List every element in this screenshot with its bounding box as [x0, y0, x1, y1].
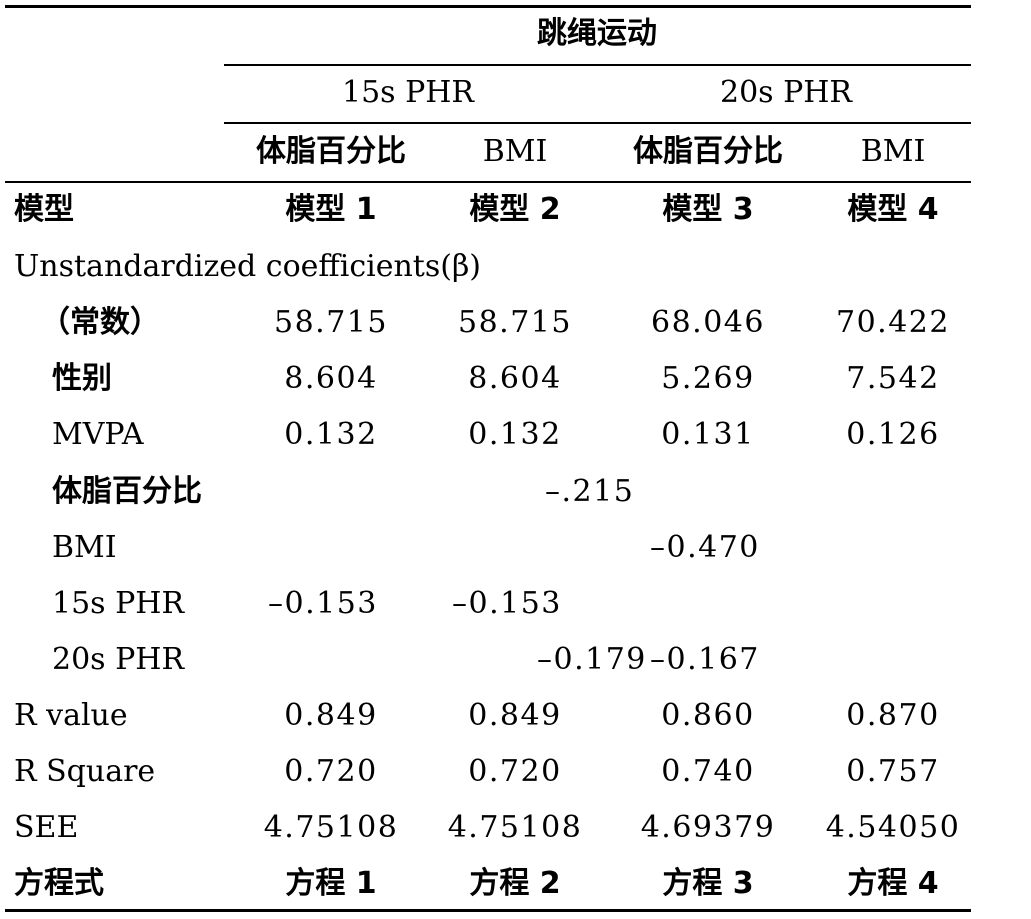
- row-label: 15s PHR: [52, 586, 185, 621]
- subgroup-20s-phr: 20s PHR: [719, 75, 853, 110]
- table-cell: 方程 1: [285, 866, 377, 901]
- table-cell: 4.75108: [447, 810, 583, 845]
- table-cell: 58.715: [458, 305, 572, 340]
- row-label: MVPA: [52, 417, 144, 452]
- subgroup-15s-phr: 15s PHR: [341, 75, 475, 110]
- row-label: 20s PHR: [52, 642, 185, 677]
- table-cell: 0.132: [284, 417, 378, 452]
- table-cell: 7.542: [846, 361, 940, 396]
- table-cell: 模型 1: [285, 192, 377, 227]
- group-rule: [224, 64, 971, 66]
- table-cell: 方程 3: [662, 866, 754, 901]
- table-cell: 0.720: [468, 754, 562, 789]
- column-header: 体脂百分比: [256, 134, 406, 169]
- table-cell: 方程 4: [847, 866, 939, 901]
- row-label: 模型: [14, 192, 74, 227]
- table-cell: 模型 4: [847, 192, 939, 227]
- table-cell: 68.046: [651, 305, 765, 340]
- table-cell: 0.132: [468, 417, 562, 452]
- row-label: SEE: [14, 810, 79, 845]
- group-title: 跳绳运动: [537, 16, 657, 51]
- header-bottom-rule: [5, 181, 971, 183]
- top-rule: [5, 5, 971, 8]
- table-cell: 模型 2: [469, 192, 561, 227]
- table-cell: 模型 3: [662, 192, 754, 227]
- table-cell: 0.131: [661, 417, 755, 452]
- bottom-rule: [5, 909, 971, 912]
- table-cell: 0.849: [284, 698, 378, 733]
- table-cell: 4.54050: [825, 810, 961, 845]
- row-label: （常数）: [40, 305, 160, 340]
- table-cell: 5.269: [661, 361, 755, 396]
- table-cell: 4.75108: [263, 810, 399, 845]
- table-cell: 0.860: [661, 698, 755, 733]
- table-cell: –0.179: [537, 642, 647, 677]
- table-cell: 方程 2: [469, 866, 561, 901]
- row-label: Unstandardized coefficients(β): [14, 249, 481, 284]
- row-label: R value: [14, 698, 128, 733]
- table-cell: 0.740: [661, 754, 755, 789]
- table-cell: 4.69379: [640, 810, 776, 845]
- row-label: 体脂百分比: [52, 474, 202, 509]
- table-cell: –0.470: [650, 530, 760, 565]
- table-cell: 8.604: [284, 361, 378, 396]
- table-cell: –0.153: [268, 586, 378, 621]
- table-cell: 0.757: [846, 754, 940, 789]
- table-cell: 0.849: [468, 698, 562, 733]
- row-label: R Square: [14, 754, 156, 789]
- table-cell: 0.720: [284, 754, 378, 789]
- table-cell: 58.715: [274, 305, 388, 340]
- row-label: 方程式: [14, 866, 104, 901]
- subgroup-rule: [224, 122, 971, 124]
- column-header: 体脂百分比: [633, 134, 783, 169]
- table-cell: 8.604: [468, 361, 562, 396]
- row-label: BMI: [52, 530, 117, 565]
- table-cell: 70.422: [836, 305, 950, 340]
- table-cell: 0.870: [846, 698, 940, 733]
- column-header: BMI: [860, 134, 926, 169]
- table-cell: –0.153: [452, 586, 562, 621]
- column-header: BMI: [482, 134, 548, 169]
- table-cell: –0.167: [650, 642, 760, 677]
- row-label: 性别: [52, 361, 112, 396]
- table-cell: 0.126: [846, 417, 940, 452]
- table-cell: –.215: [545, 474, 635, 509]
